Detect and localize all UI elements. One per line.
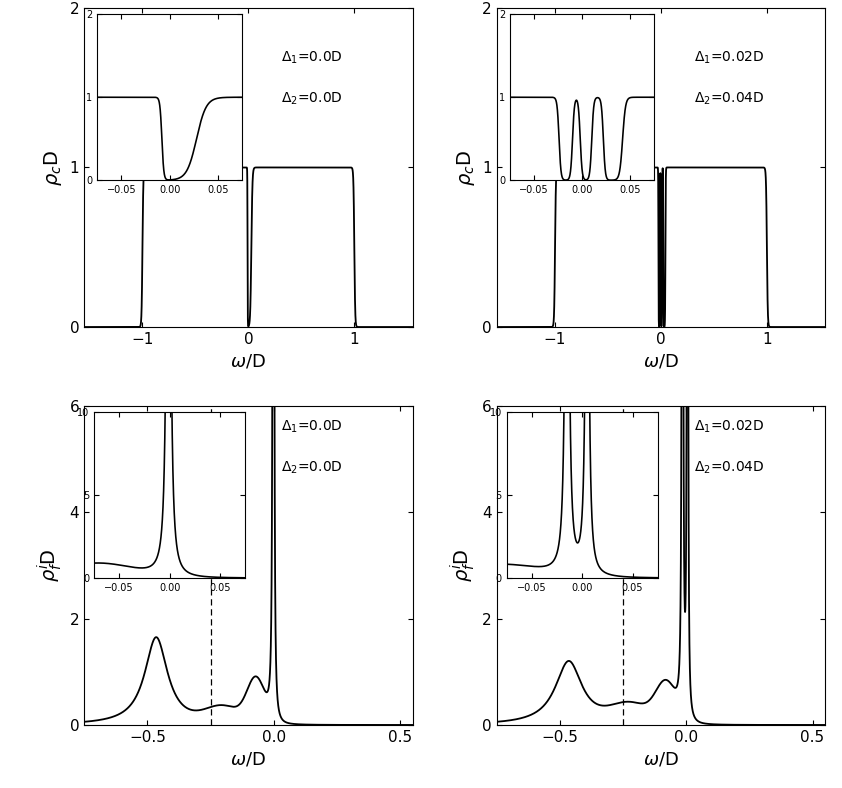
- Y-axis label: $\rho_f^i$D: $\rho_f^i$D: [35, 548, 64, 582]
- X-axis label: $\omega$/D: $\omega$/D: [231, 352, 266, 370]
- Y-axis label: $\rho_f^i$D: $\rho_f^i$D: [448, 548, 477, 582]
- Text: $\Delta_1$=0.02D: $\Delta_1$=0.02D: [694, 50, 765, 65]
- Y-axis label: $\rho_c$D: $\rho_c$D: [42, 150, 64, 185]
- X-axis label: $\omega$/D: $\omega$/D: [231, 750, 266, 768]
- Text: $\Delta_2$=0.04D: $\Delta_2$=0.04D: [694, 460, 765, 477]
- Y-axis label: $\rho_c$D: $\rho_c$D: [455, 150, 477, 185]
- Text: $\Delta_2$=0.0D: $\Delta_2$=0.0D: [281, 91, 343, 107]
- Text: $\Delta_1$=0.0D: $\Delta_1$=0.0D: [281, 418, 343, 435]
- Text: $\Delta_2$=0.04D: $\Delta_2$=0.04D: [694, 91, 765, 107]
- Text: $\Delta_2$=0.0D: $\Delta_2$=0.0D: [281, 460, 343, 477]
- Text: $\Delta_1$=0.0D: $\Delta_1$=0.0D: [281, 50, 343, 65]
- X-axis label: $\omega$/D: $\omega$/D: [643, 352, 679, 370]
- X-axis label: $\omega$/D: $\omega$/D: [643, 750, 679, 768]
- Text: $\Delta_1$=0.02D: $\Delta_1$=0.02D: [694, 418, 765, 435]
